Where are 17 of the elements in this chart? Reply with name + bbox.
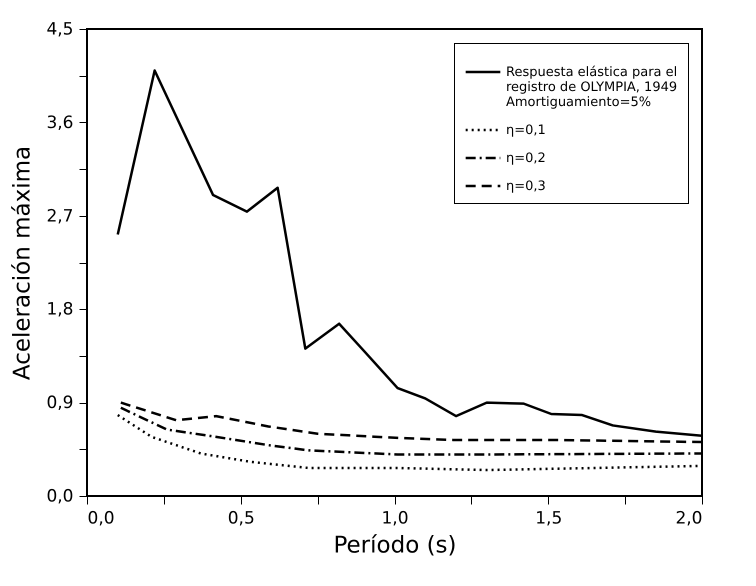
legend-label: Respuesta elástica para el registro de OLYMPIA, 1949 Amortiguamiento=5%: [506, 65, 678, 110]
y-tick-label: 2,7: [46, 206, 74, 226]
y-tick-label: 0,0: [46, 486, 74, 506]
y-tick-label: 0,9: [46, 393, 74, 414]
x-tick-label: 2,0: [675, 508, 702, 528]
x-tick-label: 1,0: [381, 508, 409, 528]
y-tick-label: 4,5: [46, 20, 74, 40]
y-axis-title: Aceleración máxima: [9, 146, 36, 380]
y-tick-label: 3,6: [46, 112, 74, 133]
x-tick-label: 0,0: [88, 508, 115, 528]
y-tick-label: 1,8: [46, 300, 74, 320]
x-axis-title: Período (s): [333, 532, 457, 558]
x-tick-label: 1,5: [535, 508, 562, 528]
legend-label: η=0,1: [506, 123, 546, 138]
x-tick-label: 0,5: [228, 508, 255, 528]
legend-label: η=0,2: [506, 151, 546, 166]
legend-label: η=0,3: [506, 179, 546, 194]
